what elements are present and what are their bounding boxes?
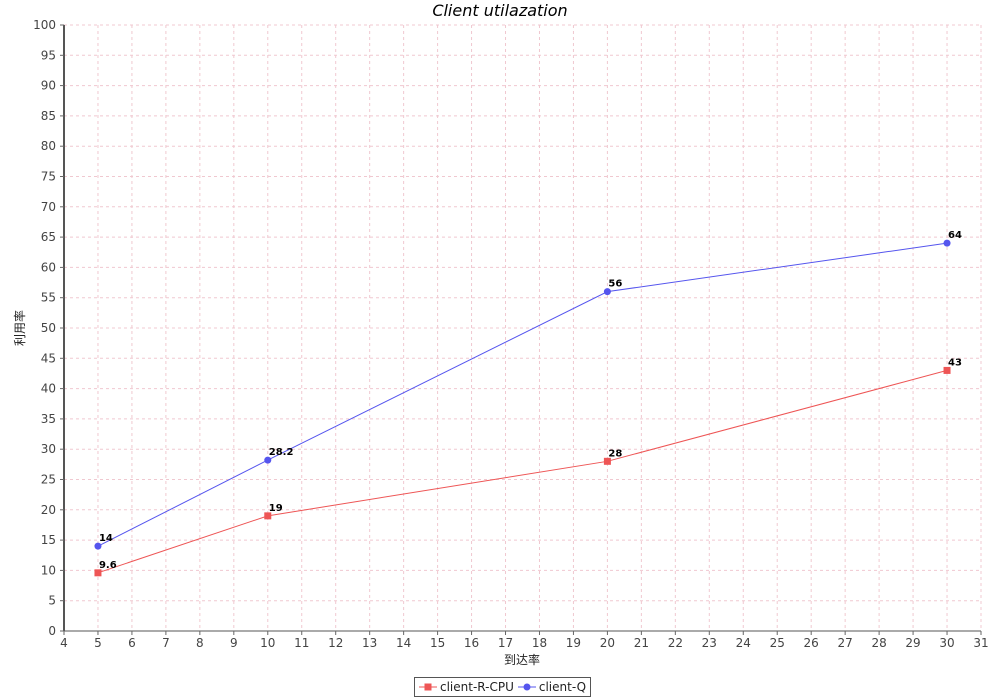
data-label-client-Q: 64	[948, 230, 962, 241]
y-tick-label: 50	[41, 321, 56, 335]
series-layer	[94, 239, 951, 577]
y-tick-label: 30	[41, 442, 56, 456]
chart-title: Client utilazation	[432, 1, 568, 20]
x-tick-label: 12	[328, 636, 343, 650]
y-tick-label: 80	[41, 139, 56, 153]
x-tick-label: 25	[770, 636, 785, 650]
legend-item: client-Q	[517, 680, 587, 694]
data-label-client-R-CPU: 9.6	[99, 560, 117, 571]
x-tick-label: 26	[804, 636, 819, 650]
x-tick-label: 4	[60, 636, 68, 650]
data-point-client-Q	[943, 239, 951, 247]
y-tick-label: 90	[41, 79, 56, 93]
x-tick-label: 27	[838, 636, 853, 650]
legend: client-R-CPU client-Q	[414, 677, 592, 697]
y-tick-label: 75	[41, 170, 56, 184]
data-labels: 9.6 19 28 43 14 28.2 56 64	[99, 230, 962, 571]
x-tick-label: 24	[736, 636, 751, 650]
x-tick-label: 22	[668, 636, 683, 650]
y-tick-label: 15	[41, 533, 56, 547]
x-tick-label: 17	[498, 636, 513, 650]
x-tick-label: 8	[196, 636, 204, 650]
y-tick-label: 5	[48, 594, 56, 608]
y-tick-label: 70	[41, 200, 56, 214]
y-tick-label: 55	[41, 291, 56, 305]
y-tick-label: 25	[41, 473, 56, 487]
x-tick-label: 13	[362, 636, 377, 650]
y-tick-label: 35	[41, 412, 56, 426]
axes: 4 5 6 7 8 9 10 11 12 13 14 15 16 17 18 19 20 21 22 23 24 25 26…	[33, 18, 989, 650]
x-tick-label: 30	[939, 636, 954, 650]
legend-swatch	[517, 683, 536, 691]
x-tick-label: 11	[294, 636, 309, 650]
y-tick-label: 85	[41, 109, 56, 123]
y-tick-label: 20	[41, 503, 56, 517]
legend-label: client-Q	[538, 680, 587, 694]
x-axis-title: 到达率	[504, 652, 540, 667]
x-tick-label: 20	[600, 636, 615, 650]
x-tick-label: 16	[464, 636, 479, 650]
x-tick-label: 31	[973, 636, 988, 650]
data-label-client-Q: 28.2	[269, 447, 294, 458]
data-label-client-R-CPU: 28	[608, 448, 622, 459]
y-tick-label: 0	[48, 624, 56, 638]
data-label-client-Q: 14	[99, 533, 113, 544]
legend-swatch	[419, 683, 437, 691]
data-point-client-R-CPU	[603, 457, 611, 465]
x-tick-label: 9	[230, 636, 238, 650]
y-tick-label: 40	[41, 382, 56, 396]
x-tick-label: 5	[94, 636, 102, 650]
data-point-client-R-CPU	[94, 569, 102, 577]
x-tick-label: 21	[634, 636, 649, 650]
x-tick-label: 23	[702, 636, 717, 650]
data-point-client-Q	[94, 542, 102, 550]
x-tick-label: 29	[905, 636, 920, 650]
y-axis-title: 利用率	[12, 310, 27, 346]
data-label-client-R-CPU: 19	[269, 503, 283, 514]
legend-label: client-R-CPU	[440, 680, 514, 694]
x-tick-label: 19	[566, 636, 581, 650]
x-tick-label: 6	[128, 636, 136, 650]
data-point-client-R-CPU	[264, 512, 272, 520]
y-tick-label: 45	[41, 351, 56, 365]
x-tick-label: 7	[162, 636, 170, 650]
data-label-client-Q: 56	[608, 279, 622, 290]
y-tick-label: 100	[33, 18, 56, 32]
data-point-client-Q	[264, 456, 272, 464]
data-point-client-Q	[603, 288, 611, 296]
x-tick-label: 28	[871, 636, 886, 650]
x-tick-label: 10	[260, 636, 275, 650]
x-tick-label: 15	[430, 636, 445, 650]
y-tick-label: 95	[41, 48, 56, 62]
y-tick-label: 10	[41, 563, 56, 577]
x-tick-label: 18	[532, 636, 547, 650]
series-line-client-Q	[97, 242, 948, 547]
y-tick-label: 60	[41, 260, 56, 274]
data-label-client-R-CPU: 43	[948, 357, 962, 368]
legend-item: client-R-CPU	[419, 680, 514, 694]
y-tick-label: 65	[41, 230, 56, 244]
series-line-client-R-CPU	[97, 369, 948, 574]
x-tick-label: 14	[396, 636, 411, 650]
data-point-client-R-CPU	[943, 366, 951, 374]
